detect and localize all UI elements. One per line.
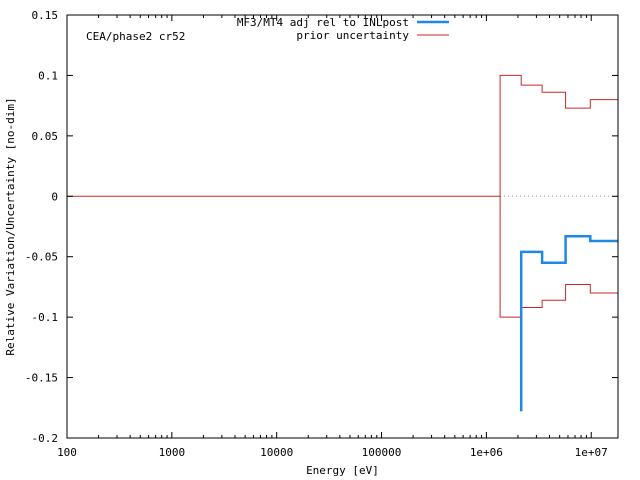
legend-label: MF3/MT4 adj rel to INLpost: [237, 16, 409, 29]
legend-label: prior uncertainty: [296, 29, 409, 42]
plot-frame: [66, 14, 619, 439]
series-prior-uncertainty-lower: [499, 196, 618, 318]
x-tick-label: 10000: [260, 446, 293, 459]
series-adjustment-line: [519, 234, 618, 412]
y-tick-label: -0.2: [32, 432, 59, 445]
y-tick-label: 0.15: [32, 9, 59, 22]
ticks-layer: 100 1000 10000 100000 1e+06 1e+07 0.15 0.1 0.05 0…: [25, 9, 618, 459]
x-tick-label: 100000: [362, 446, 402, 459]
y-tick-label: -0.05: [25, 251, 58, 264]
y-tick-label: 0.1: [38, 69, 58, 82]
y-tick-label: -0.1: [32, 311, 59, 324]
y-tick-label: -0.15: [25, 372, 58, 385]
x-tick-label: 100: [57, 446, 77, 459]
x-tick-label: 1000: [159, 446, 186, 459]
x-axis-label: Energy [eV]: [306, 464, 379, 477]
chart-annotation: CEA/phase2 cr52: [86, 30, 185, 43]
y-tick-label: 0.05: [32, 130, 59, 143]
series-prior-uncertainty-upper: [67, 74, 618, 197]
y-axis-label: Relative Variation/Uncertainty [no-dim]: [4, 97, 17, 355]
x-tick-label: 1e+06: [470, 446, 503, 459]
series-layer: [67, 74, 618, 412]
y-tick-label: 0: [51, 190, 58, 203]
x-tick-label: 1e+07: [575, 446, 608, 459]
